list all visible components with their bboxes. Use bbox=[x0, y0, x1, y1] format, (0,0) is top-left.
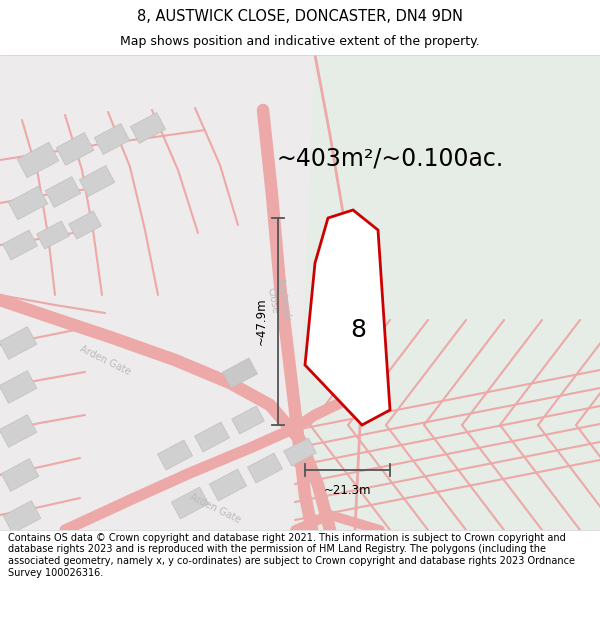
Polygon shape bbox=[305, 210, 390, 425]
Text: 8, AUSTWICK CLOSE, DONCASTER, DN4 9DN: 8, AUSTWICK CLOSE, DONCASTER, DN4 9DN bbox=[137, 9, 463, 24]
Text: Austwick
Close: Austwick Close bbox=[263, 277, 292, 323]
Polygon shape bbox=[45, 177, 81, 208]
Text: ~21.3m: ~21.3m bbox=[324, 484, 371, 497]
Polygon shape bbox=[0, 414, 37, 447]
Polygon shape bbox=[130, 112, 166, 143]
Polygon shape bbox=[172, 487, 209, 519]
Polygon shape bbox=[223, 358, 257, 388]
Polygon shape bbox=[232, 406, 265, 434]
Polygon shape bbox=[68, 211, 101, 239]
Polygon shape bbox=[0, 327, 37, 359]
Polygon shape bbox=[295, 55, 600, 530]
Polygon shape bbox=[79, 166, 115, 196]
Polygon shape bbox=[8, 186, 48, 220]
Polygon shape bbox=[209, 469, 247, 501]
Text: Arden Gate: Arden Gate bbox=[188, 491, 242, 524]
Polygon shape bbox=[94, 124, 130, 154]
Text: Map shows position and indicative extent of the property.: Map shows position and indicative extent… bbox=[120, 35, 480, 48]
Polygon shape bbox=[17, 142, 59, 177]
Polygon shape bbox=[158, 440, 193, 470]
Text: ~403m²/~0.100ac.: ~403m²/~0.100ac. bbox=[277, 146, 503, 170]
Polygon shape bbox=[284, 438, 316, 466]
Text: Arden Gate: Arden Gate bbox=[78, 343, 132, 377]
Polygon shape bbox=[0, 55, 600, 530]
Polygon shape bbox=[56, 132, 94, 166]
Text: Contains OS data © Crown copyright and database right 2021. This information is : Contains OS data © Crown copyright and d… bbox=[8, 533, 575, 578]
Text: 8: 8 bbox=[350, 318, 366, 342]
Polygon shape bbox=[2, 230, 37, 260]
Text: ~47.9m: ~47.9m bbox=[255, 298, 268, 345]
Polygon shape bbox=[248, 453, 283, 483]
Polygon shape bbox=[1, 459, 39, 491]
Polygon shape bbox=[37, 221, 70, 249]
Polygon shape bbox=[3, 501, 41, 533]
Polygon shape bbox=[0, 371, 37, 403]
Polygon shape bbox=[194, 422, 229, 452]
